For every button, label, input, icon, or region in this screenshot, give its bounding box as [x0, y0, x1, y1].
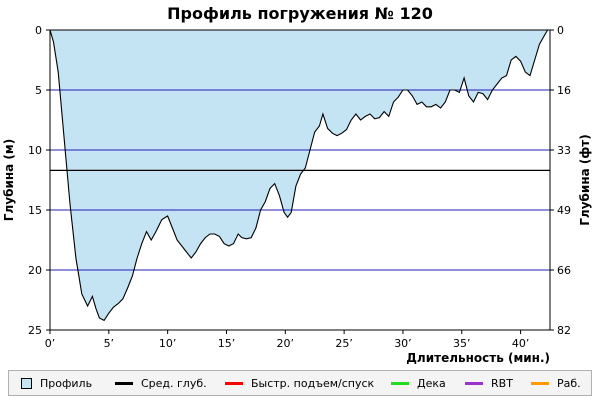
y-axis-right-label: Глубина (фт)	[578, 134, 592, 225]
profile-area	[50, 30, 548, 321]
x-tick-label-30: 30’	[394, 337, 412, 350]
x-tick-label-0: 0’	[45, 337, 56, 350]
plot-area: 0 0 5 16 10 33 15 49 20 66 25 82 0’ 5’ 10’ 15’ 20’ 25’ 30’…	[28, 24, 571, 350]
legend-item-deco: Дека	[391, 371, 446, 395]
legend-item-fast-ascent: Быстр. подъем/спуск	[225, 371, 374, 395]
y-tick-label-right-5: 16	[557, 84, 571, 97]
legend-swatch-fast-ascent	[225, 381, 243, 385]
y-tick-label-left-15: 15	[28, 204, 42, 217]
legend-swatch-work	[531, 381, 549, 385]
y-tick-label-right-15: 49	[557, 204, 571, 217]
y-tick-label-right-25: 82	[557, 324, 571, 337]
legend-item-rbt: RBT	[465, 371, 513, 395]
legend-swatch-rbt	[465, 381, 483, 385]
legend-label-fast-ascent: Быстр. подъем/спуск	[251, 376, 375, 390]
x-tick-label-5: 5’	[104, 337, 115, 350]
x-tick-label-20: 20’	[277, 337, 295, 350]
x-tick-label-35: 35’	[453, 337, 471, 350]
y-tick-label-left-10: 10	[28, 144, 42, 157]
legend-swatch-deco	[391, 381, 409, 385]
legend-label-deco: Дека	[417, 376, 446, 390]
x-tick-label-40: 40’	[512, 337, 530, 350]
legend-item-work: Раб.	[531, 371, 581, 395]
legend-label-rbt: RBT	[491, 376, 513, 390]
y-tick-label-left-20: 20	[28, 264, 42, 277]
y-tick-label-right-10: 33	[557, 144, 571, 157]
legend: Профиль Сред. глуб. Быстр. подъем/спуск …	[8, 370, 592, 396]
legend-label-profile: Профиль	[40, 376, 93, 390]
profile-line	[49, 29, 549, 322]
x-tick-label-10: 10’	[159, 337, 177, 350]
legend-label-work: Раб.	[557, 376, 581, 390]
y-tick-label-left-0: 0	[35, 24, 42, 37]
x-axis-label: Длительность (мин.)	[406, 351, 550, 365]
legend-item-avg-depth: Сред. глуб.	[115, 371, 207, 395]
x-tick-label-25: 25’	[335, 337, 353, 350]
y-tick-label-left-25: 25	[28, 324, 42, 337]
y-tick-label-right-20: 66	[557, 264, 571, 277]
plot-frame	[49, 29, 551, 331]
x-tick-label-15: 15’	[218, 337, 236, 350]
legend-swatch-avg-depth	[115, 381, 133, 385]
legend-item-profile: Профиль	[21, 371, 92, 395]
legend-swatch-profile	[21, 377, 32, 389]
y-axis-left-label: Глубина (м)	[2, 139, 16, 221]
y-tick-label-right-0: 0	[557, 24, 564, 37]
dive-profile-chart: Профиль погружения № 120 0 0 5 16 10 33 15 49 20…	[2, 4, 592, 365]
y-tick-label-left-5: 5	[35, 84, 42, 97]
legend-label-avg-depth: Сред. глуб.	[141, 376, 207, 390]
chart-title: Профиль погружения № 120	[167, 4, 433, 23]
